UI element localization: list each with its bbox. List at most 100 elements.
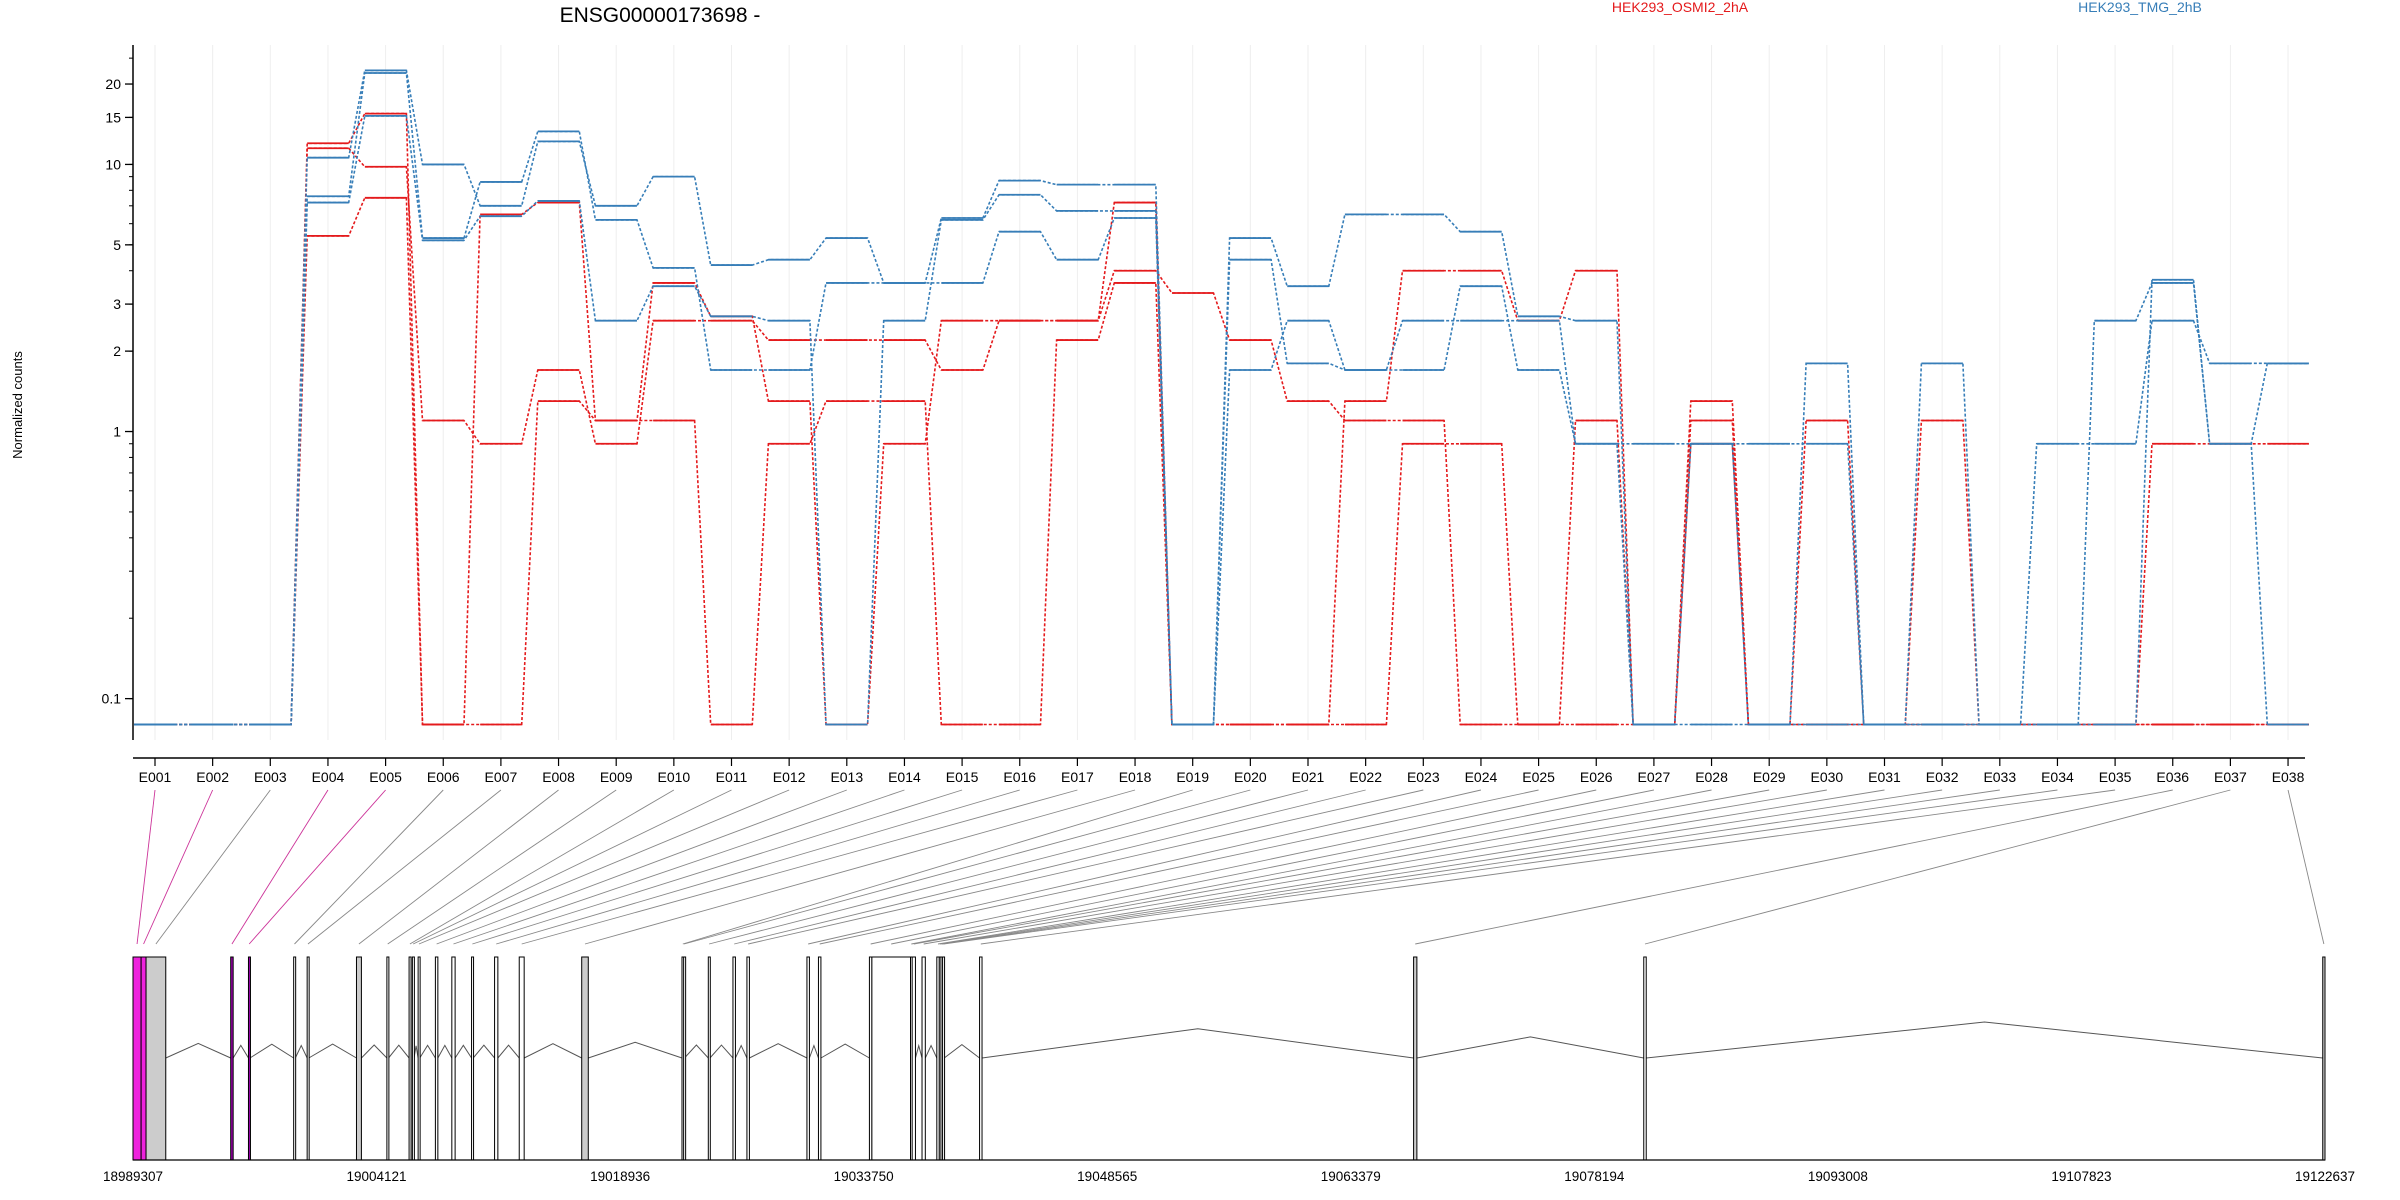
genome-tick-label: 19033750 (834, 1169, 894, 1184)
connector-e009 (387, 789, 617, 945)
exon-box-e022 (732, 956, 736, 1161)
y-tick-label: 15 (105, 109, 121, 125)
axes-layer: 0.1 1 2 3 5 10 15 20 E001 E002 E003 E004 E005 E006 E00… (102, 45, 2305, 785)
x-tick-label-e033: E033 (1983, 769, 2016, 785)
intron-line (497, 1044, 520, 1059)
exon-box-e001 (132, 956, 142, 1161)
exon-box-e012 (417, 956, 421, 1161)
intron-line (914, 1043, 923, 1059)
intron-line (165, 1042, 231, 1059)
x-tick-label-e005: E005 (369, 769, 402, 785)
x-tick-label-e002: E002 (196, 769, 229, 785)
x-tick-label-e022: E022 (1349, 769, 1382, 785)
y-tick-label: 20 (105, 76, 121, 92)
x-tick-label-e001: E001 (139, 769, 172, 785)
x-tick-label-e013: E013 (830, 769, 863, 785)
x-tick-label-e020: E020 (1234, 769, 1267, 785)
intron-line (808, 1044, 819, 1059)
legend-label-tmg: HEK293_TMG_2hB (2078, 0, 2202, 15)
x-tick-label-e011: E011 (716, 769, 748, 785)
connector-e019 (682, 789, 1193, 945)
exon-box-e027 (871, 956, 912, 1161)
legend-label-osmi2: HEK293_OSMI2_2hA (1612, 0, 1749, 15)
x-tick-label-e008: E008 (542, 769, 575, 785)
series-line-2 (134, 147, 2309, 726)
connector-e002 (143, 789, 214, 945)
genome-tick-label: 19004121 (347, 1169, 407, 1184)
x-tick-label-e019: E019 (1176, 769, 1209, 785)
intron-line (437, 1044, 453, 1059)
y-tick-label: 2 (113, 343, 121, 359)
connector-e033 (941, 789, 2000, 945)
intron-line (388, 1044, 410, 1059)
x-tick-label-e021: E021 (1292, 769, 1325, 785)
connector-e036 (1415, 789, 2173, 945)
exon-box-e036 (1413, 956, 1418, 1161)
exon-box-e013 (434, 956, 439, 1161)
connector-e030 (923, 789, 1827, 945)
intron-line (588, 1041, 683, 1059)
y-tick-label: 0.1 (102, 691, 122, 707)
exon-box-e037 (1643, 956, 1647, 1161)
exon-box-e005 (247, 956, 251, 1161)
exon-box-e003 (145, 956, 167, 1161)
chart-title: ENSG00000173698 - (560, 4, 761, 27)
intron-line (249, 1043, 294, 1059)
genome-tick-label: 19018936 (590, 1169, 650, 1184)
connector-e028 (911, 789, 1712, 945)
connector-e027 (891, 789, 1654, 945)
connector-e032 (940, 789, 1943, 945)
intron-line (294, 1044, 308, 1059)
connector-e037 (1644, 789, 2231, 945)
x-tick-label-e036: E036 (2156, 769, 2189, 785)
x-tick-label-e012: E012 (773, 769, 806, 785)
connector-e016 (496, 789, 1020, 945)
intron-line (1646, 1021, 2323, 1059)
x-tick-label-e026: E026 (1580, 769, 1613, 785)
exon-box-e018 (581, 956, 589, 1161)
connector-e020 (683, 789, 1251, 945)
connector-e021 (709, 789, 1309, 945)
genome-tick-label: 19122637 (2295, 1169, 2355, 1184)
x-tick-label-e035: E035 (2099, 769, 2132, 785)
exon-box-e034 (942, 956, 946, 1161)
exon-box-e029 (911, 956, 916, 1161)
intron-line (454, 1044, 472, 1059)
intron-line (924, 1044, 938, 1059)
y-axis-label: Normalized counts (10, 351, 25, 459)
exon-box-e020 (683, 956, 687, 1161)
genome-tick-label: 19078194 (1564, 1169, 1625, 1184)
exon-box-e002 (140, 956, 147, 1161)
genome-tick-label: 19063379 (1321, 1169, 1381, 1184)
intron-line (472, 1044, 495, 1059)
intron-line (523, 1043, 582, 1059)
intron-line (734, 1044, 748, 1059)
exon-box-e008 (355, 956, 362, 1161)
exon-box-e035 (979, 956, 983, 1161)
connector-e025 (819, 789, 1539, 945)
connector-e007 (307, 789, 502, 945)
y-tick-label: 10 (105, 156, 121, 172)
x-tick-label-e023: E023 (1407, 769, 1440, 785)
connector-e029 (913, 789, 1770, 945)
intron-line (684, 1044, 709, 1059)
series-line-5 (134, 72, 2309, 726)
x-tick-label-e027: E027 (1638, 769, 1671, 785)
x-tick-label-e003: E003 (254, 769, 287, 785)
x-tick-label-e037: E037 (2214, 769, 2247, 785)
connector-e022 (734, 789, 1366, 945)
gene-model-layer: 18989307 19004121 19018936 19033750 19048565… (103, 956, 2355, 1184)
x-tick-label-e018: E018 (1119, 769, 1152, 785)
x-tick-label-e009: E009 (600, 769, 633, 785)
x-tick-label-e024: E024 (1465, 769, 1498, 785)
connector-e038 (2287, 789, 2325, 945)
exon-box-e007 (306, 956, 310, 1161)
y-tick-label: 5 (113, 237, 121, 253)
x-tick-label-e032: E032 (1926, 769, 1959, 785)
x-tick-label-e025: E025 (1522, 769, 1555, 785)
intron-line (981, 1028, 1414, 1059)
x-tick-label-e038: E038 (2272, 769, 2305, 785)
connector-e001 (136, 789, 156, 945)
x-tick-label-e015: E015 (946, 769, 979, 785)
